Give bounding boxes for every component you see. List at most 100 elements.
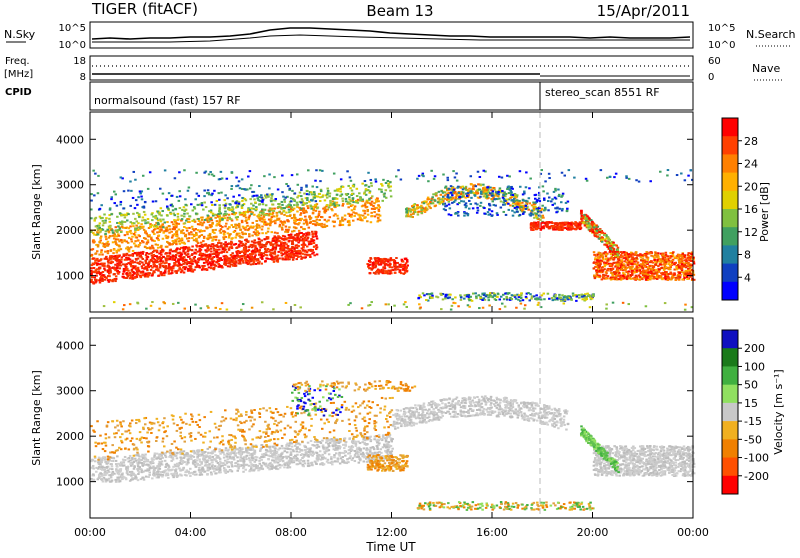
echo-cell <box>183 215 186 217</box>
echo-cell <box>519 214 522 216</box>
echo-cell <box>499 187 502 189</box>
echo-cell <box>311 186 314 188</box>
echo-cell <box>228 257 231 259</box>
echo-cell <box>374 215 377 217</box>
echo-cell <box>107 250 110 252</box>
echo-cell <box>472 207 475 209</box>
echo-cell <box>491 198 494 200</box>
echo-cell <box>251 240 254 242</box>
echo-cell <box>131 260 134 262</box>
echo-cell <box>467 192 470 194</box>
echo-cell <box>96 231 99 233</box>
echo-cell <box>303 193 306 195</box>
echo-cell <box>275 216 278 218</box>
echo-cell <box>367 264 370 266</box>
echo-cell <box>385 270 388 272</box>
echo-cell <box>485 193 488 195</box>
echo-cell <box>558 194 561 196</box>
echo-cell <box>326 204 329 206</box>
echo-cell <box>624 269 627 271</box>
echo-cell <box>131 278 134 280</box>
echo-cell <box>105 238 108 240</box>
echo-cell <box>152 201 155 203</box>
echo-cell <box>630 271 633 273</box>
echo-cell <box>405 215 408 217</box>
echo-cell <box>370 185 373 187</box>
echo-cell <box>278 245 281 247</box>
echo-cell <box>99 222 102 224</box>
echo-cell <box>132 250 135 252</box>
echo-cell <box>293 250 296 252</box>
echo-cell <box>449 207 452 209</box>
echo-cell <box>246 222 249 224</box>
echo-cell <box>227 259 230 261</box>
echo-cell <box>460 200 463 202</box>
echo-cell <box>209 226 212 228</box>
echo-cell <box>231 224 234 226</box>
echo-cell <box>253 214 256 216</box>
echo-cell <box>230 246 233 248</box>
echo-cell <box>505 214 508 216</box>
echo-cell <box>255 225 258 227</box>
echo-cell <box>491 195 494 197</box>
echo-cell <box>134 231 137 233</box>
echo-cell <box>261 218 264 220</box>
echo-cell <box>324 212 327 214</box>
echo-cell <box>291 217 294 219</box>
echo-cell <box>621 277 624 279</box>
echo-cell <box>410 214 413 216</box>
echo-cell <box>528 202 531 204</box>
echo-cell <box>160 273 163 275</box>
echo-cell <box>434 200 437 202</box>
echo-cell <box>516 199 519 201</box>
echo-cell <box>115 243 118 245</box>
echo-cell <box>441 199 444 201</box>
echo-cell <box>269 207 272 209</box>
echo-cell <box>654 263 657 265</box>
echo-cell <box>142 226 145 228</box>
echo-cell <box>639 276 642 278</box>
echo-cell <box>181 209 184 211</box>
echo-cell <box>602 275 605 277</box>
echo-cell <box>461 196 464 198</box>
echo-cell <box>248 216 251 218</box>
echo-cell <box>333 221 336 223</box>
echo-cell <box>216 200 219 202</box>
echo-cell <box>213 245 216 247</box>
echo-cell <box>296 247 299 249</box>
echo-cell <box>271 193 274 195</box>
echo-cell <box>470 183 473 185</box>
echo-cell <box>316 246 319 248</box>
echo-cell <box>287 185 290 187</box>
echo-cell <box>273 220 276 222</box>
echo-cell <box>144 214 147 216</box>
echo-cell <box>170 231 173 233</box>
echo-cell <box>315 233 318 235</box>
echo-cell <box>556 227 559 229</box>
echo-cell <box>314 204 317 206</box>
echo-cell <box>282 224 285 226</box>
echo-cell <box>673 274 676 276</box>
echo-cell <box>601 278 604 280</box>
echo-cell <box>209 253 212 255</box>
echo-cell <box>126 233 129 235</box>
echo-cell <box>404 266 407 268</box>
echo-cell <box>434 193 437 195</box>
echo-cell <box>165 266 168 268</box>
echo-cell <box>172 240 175 242</box>
echo-cell <box>236 219 239 221</box>
echo-cell <box>132 197 135 199</box>
echo-cell <box>301 247 304 249</box>
echo-cell <box>383 193 386 195</box>
echo-cell <box>123 271 126 273</box>
echo-cell <box>667 279 670 281</box>
echo-cell <box>617 260 620 262</box>
echo-cell <box>144 260 147 262</box>
echo-cell <box>306 224 309 226</box>
echo-cell <box>492 200 495 202</box>
echo-cell <box>504 200 507 202</box>
echo-cell <box>560 201 563 203</box>
echo-cell <box>186 213 189 215</box>
echo-cell <box>307 240 310 242</box>
echo-cell <box>252 222 255 224</box>
